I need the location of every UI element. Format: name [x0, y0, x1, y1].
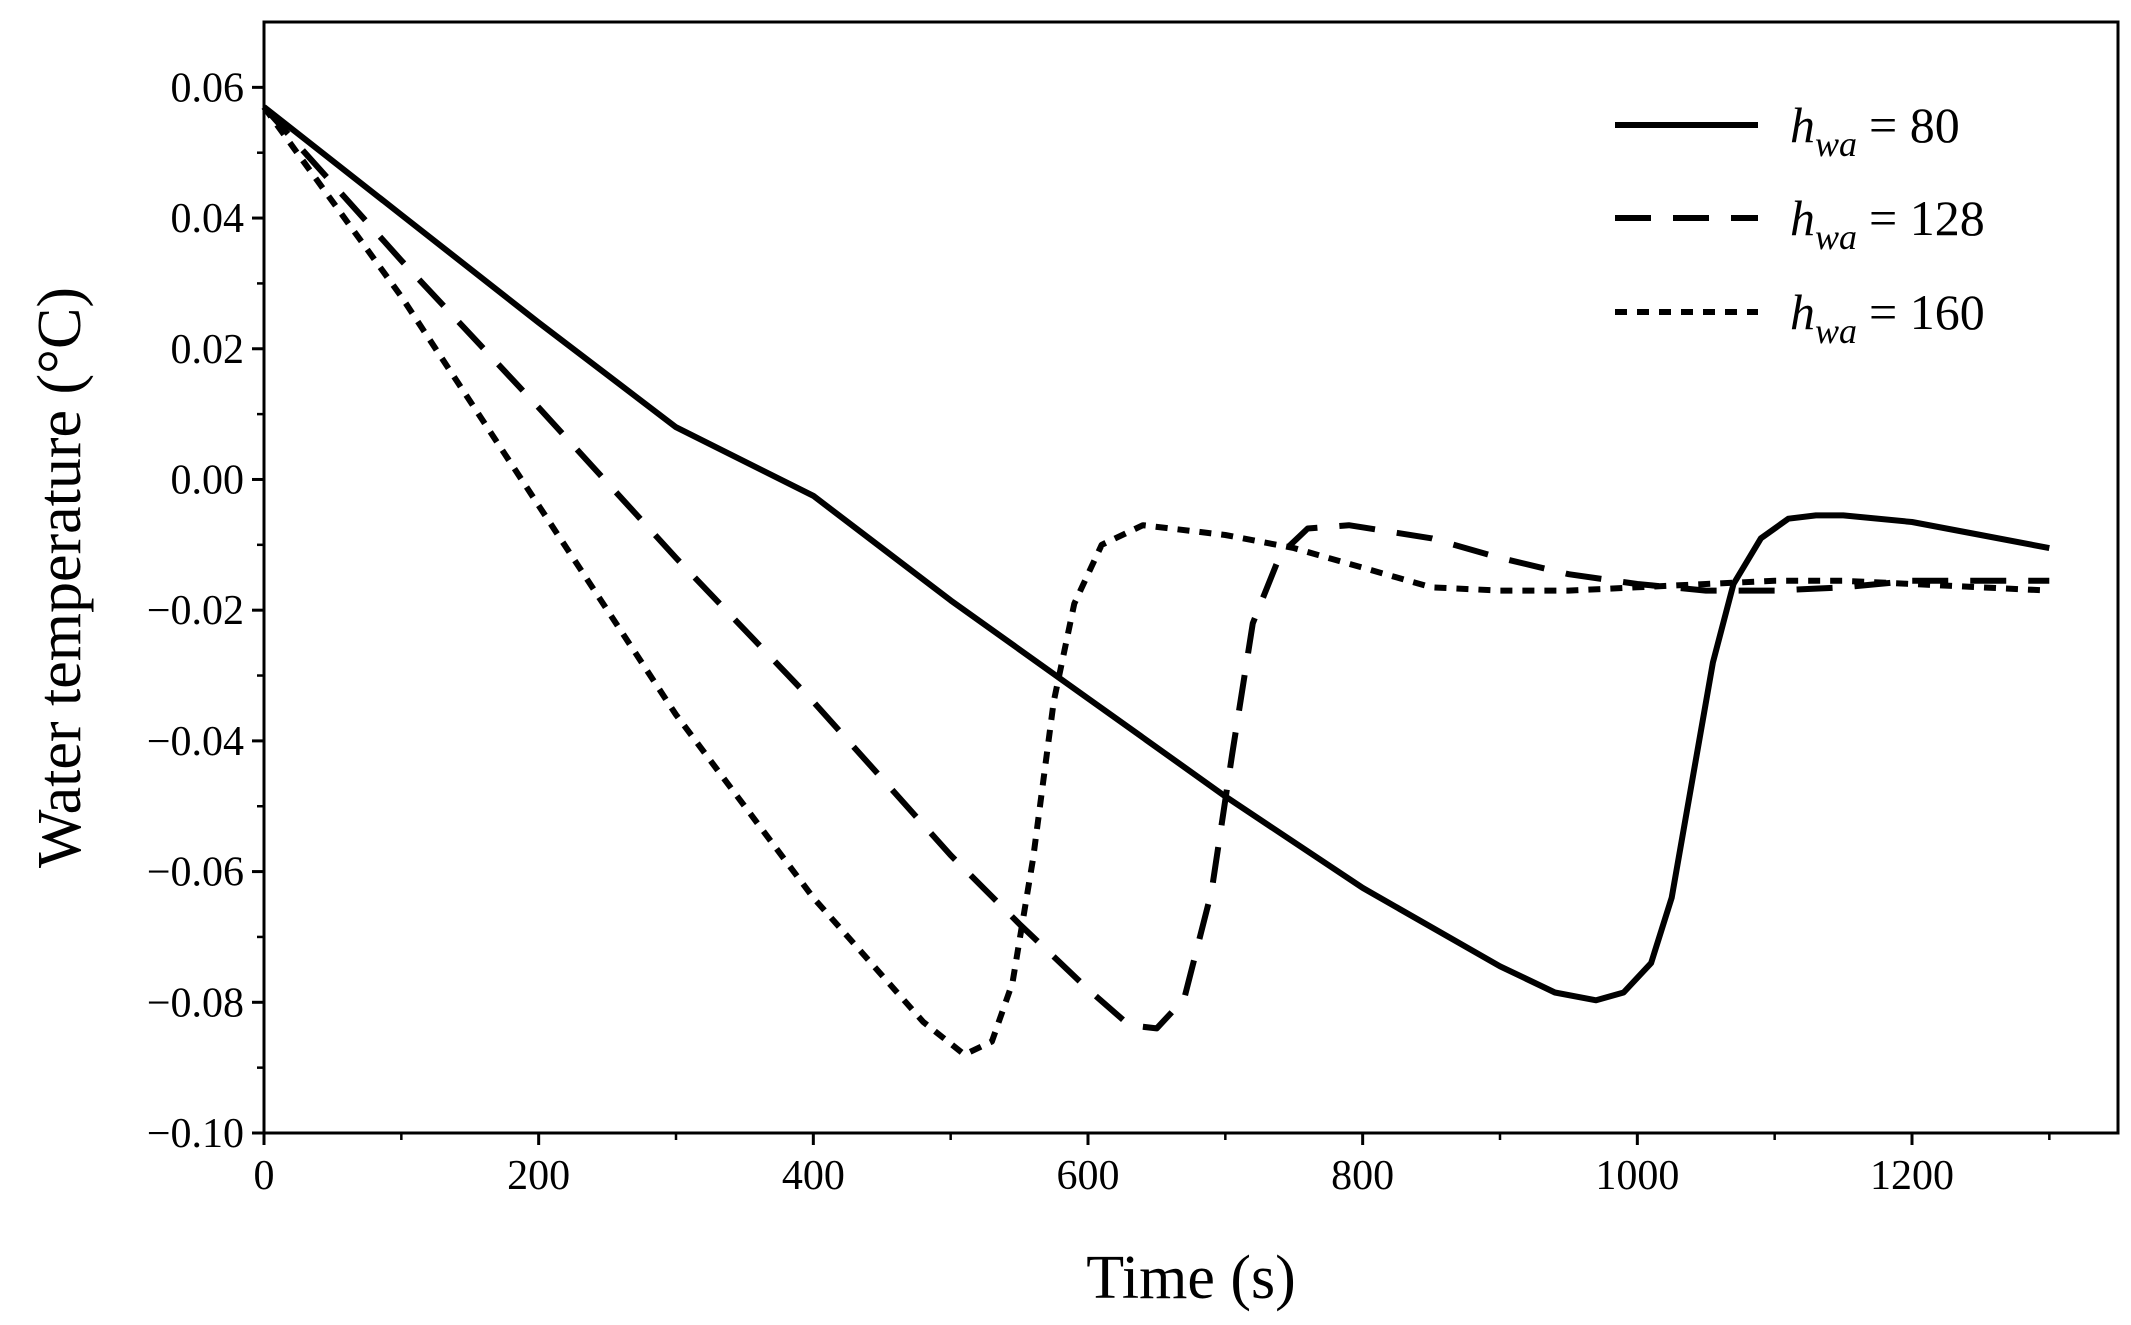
series-layer [261, 104, 2050, 1058]
y-tick-label: 0.06 [171, 65, 245, 111]
x-tick-label: 1000 [1595, 1153, 1679, 1199]
x-axis-title: Time (s) [1086, 1244, 1296, 1312]
x-tick-label: 400 [782, 1153, 845, 1199]
x-tick-label: 0 [254, 1153, 275, 1199]
legend: hwa = 80 hwa = 128 hwa = 160 [1615, 97, 1985, 351]
legend-subscript: wa [1815, 217, 1857, 257]
y-tick-label: −0.02 [147, 588, 244, 634]
y-tick-label: 0.04 [171, 196, 245, 242]
x-tick-label: 800 [1331, 1153, 1394, 1199]
y-tick-label: −0.06 [147, 850, 244, 896]
x-axis-ticks: 0 200 400 600 800 1000 1200 [254, 1133, 2051, 1199]
legend-value: = 160 [1869, 284, 1985, 340]
y-axis-ticks: 0.06 0.04 0.02 0.00 −0.02 −0.04 −0.06 −0.08 −0.1… [147, 65, 264, 1157]
legend-subscript: wa [1815, 124, 1857, 164]
plot-area-frame [262, 20, 2120, 1135]
y-axis-title: Water temperature (°C) [26, 287, 94, 868]
legend-entry-hwa-128: hwa = 128 [1790, 190, 1985, 257]
x-tick-label: 600 [1057, 1153, 1120, 1199]
y-tick-label: −0.10 [147, 1111, 244, 1157]
x-tick-label: 200 [507, 1153, 570, 1199]
y-tick-label: 0.00 [171, 457, 245, 503]
series-line-2 [261, 105, 2050, 1058]
y-tick-label: −0.04 [147, 719, 244, 765]
y-tick-label: −0.08 [147, 980, 244, 1026]
legend-entry-hwa-80: hwa = 80 [1790, 97, 1960, 164]
y-tick-label: 0.02 [171, 327, 245, 373]
series-line-0 [262, 104, 2050, 1004]
series-line-1 [261, 104, 2050, 1032]
legend-var: h [1790, 190, 1815, 246]
legend-value: = 128 [1869, 190, 1985, 246]
legend-var: h [1790, 284, 1815, 340]
legend-entry-hwa-160: hwa = 160 [1790, 284, 1985, 351]
legend-subscript: wa [1815, 311, 1857, 351]
x-tick-label: 1200 [1870, 1153, 1954, 1199]
legend-var: h [1790, 97, 1815, 153]
legend-value: = 80 [1869, 97, 1960, 153]
